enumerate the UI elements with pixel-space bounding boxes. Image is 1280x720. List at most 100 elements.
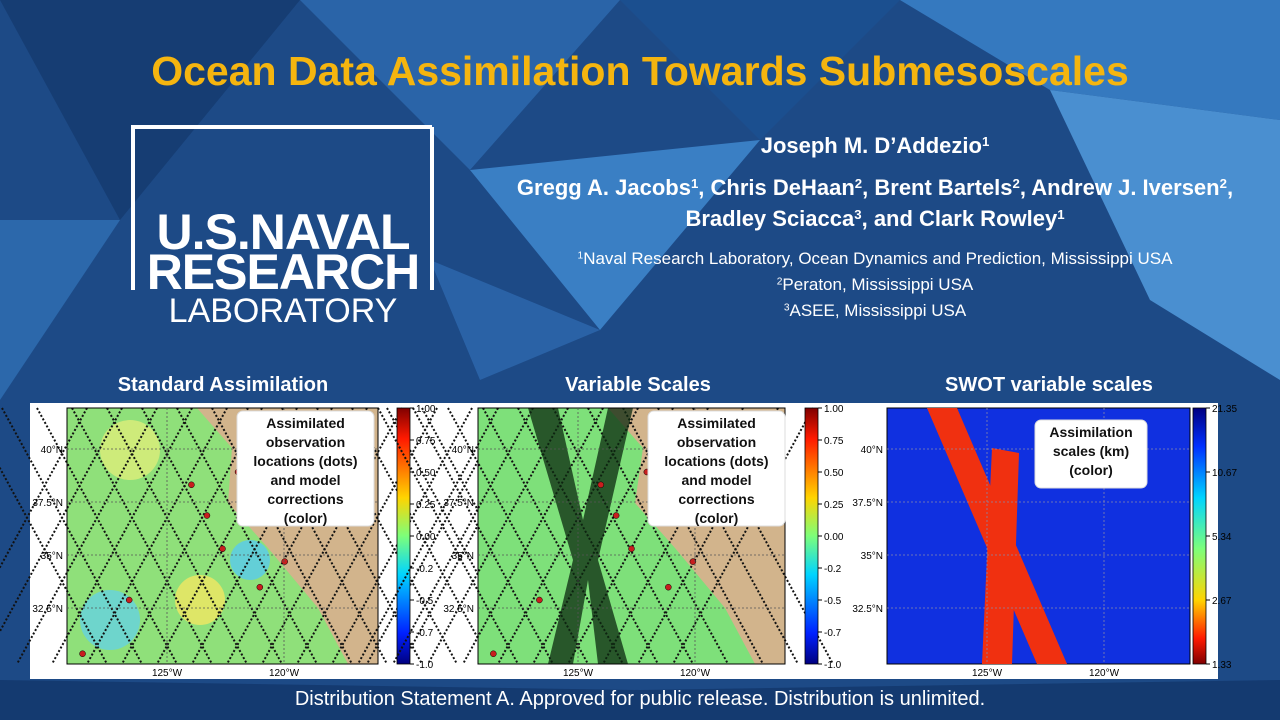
panel: SWOT variable scales 40°N 37.5°N 35°N 32.5°N… xyxy=(852,374,1237,679)
track xyxy=(51,407,193,665)
lon-label: 120°W xyxy=(269,668,300,679)
panel-title: Standard Assimilation xyxy=(118,374,328,396)
colorbar-label: 0.50 xyxy=(416,468,436,479)
map-shading xyxy=(175,575,225,625)
author-affil: 2 xyxy=(854,175,863,191)
track xyxy=(36,407,178,665)
lat-label: 35°N xyxy=(41,551,63,562)
colorbar-label: 0.00 xyxy=(416,532,436,543)
colorbar-label: 0.75 xyxy=(824,436,844,447)
annotation-box xyxy=(647,410,786,527)
obs-dot xyxy=(665,583,672,591)
track xyxy=(261,407,403,665)
track xyxy=(106,407,248,665)
author-affil: 1 xyxy=(690,175,699,191)
annotation-text: Assimilation xyxy=(1049,424,1132,440)
lon-label: 125°W xyxy=(972,668,1003,679)
panel-title: SWOT variable scales xyxy=(945,374,1153,396)
annotation-text: Assimilated xyxy=(266,415,345,431)
annotation-box xyxy=(1034,419,1148,489)
track xyxy=(622,407,764,665)
footer: Distribution Statement A. Approved for p… xyxy=(294,688,986,710)
author-affil: 3 xyxy=(854,206,862,222)
bg-shape xyxy=(900,0,1280,120)
lon-label: 125°W xyxy=(563,668,594,679)
track xyxy=(552,407,694,665)
colorbar-label: 2.67 xyxy=(1212,596,1232,607)
authors: Gregg A. Jacobs1, Chris DeHaan2, Brent B… xyxy=(505,172,1245,234)
track xyxy=(1,407,143,665)
colorbar-label: -0.5 xyxy=(416,596,434,607)
annotation-text: (color) xyxy=(284,510,328,526)
track xyxy=(0,407,88,570)
logo-text: RESEARCH xyxy=(146,244,421,300)
logo-text: LABORATORY xyxy=(168,292,398,330)
separator: , xyxy=(862,175,875,200)
track xyxy=(0,466,108,665)
track xyxy=(86,407,228,665)
annotation-text: locations (dots) xyxy=(664,453,768,469)
annotation-text: (color) xyxy=(1069,462,1113,478)
annotation-text: corrections xyxy=(678,491,754,507)
colorbar-label: 1.33 xyxy=(1212,660,1232,671)
colorbar-label: -1.0 xyxy=(416,660,434,671)
author-affil: 1 xyxy=(1057,206,1065,222)
track xyxy=(0,407,123,634)
panel: Variable Scales 40°N 37.5°N 35°N 32.5°N 125°W… xyxy=(357,374,844,679)
annotation-text: and model xyxy=(270,472,340,488)
panel-title: Variable Scales xyxy=(565,374,711,396)
annotation-text: observation xyxy=(266,434,345,450)
colorbar-label: 0.00 xyxy=(824,532,844,543)
annotation-text: (color) xyxy=(695,510,739,526)
colorbar-label: 0.50 xyxy=(824,468,844,479)
lat-label: 40°N xyxy=(41,445,63,456)
track xyxy=(377,407,519,665)
title: Ocean Data Assimilation Towards Submesos… xyxy=(151,48,1129,94)
separator: , xyxy=(861,206,874,231)
author-name: Andrew J. Iversen xyxy=(1031,175,1220,200)
track xyxy=(462,407,604,665)
obs-dot xyxy=(612,512,620,519)
colorbar-label: 10.67 xyxy=(1212,468,1237,479)
colorbar-label: 0.25 xyxy=(416,500,436,511)
dense-tracks xyxy=(528,408,633,664)
obs-dot xyxy=(597,481,605,489)
lat-label: 37.5°N xyxy=(32,498,63,509)
annotation-box xyxy=(236,410,375,527)
annotation-text: scales (km) xyxy=(1053,443,1129,459)
obs-dot xyxy=(219,545,226,553)
lon-label: 125°W xyxy=(152,668,183,679)
annotation-text: Assimilated xyxy=(677,415,756,431)
lat-label: 35°N xyxy=(861,551,883,562)
track xyxy=(296,407,438,665)
panel: Standard Assimilation 40°N 37.5°N 35°N 32.5°… xyxy=(0,374,563,679)
obs-dot xyxy=(125,596,133,604)
bg-shape xyxy=(1050,90,1280,380)
separator: , xyxy=(1019,175,1032,200)
colorbar xyxy=(1192,407,1207,665)
lat-label: 40°N xyxy=(452,445,474,456)
lat-label: 32.5°N xyxy=(852,604,883,615)
obs-dot xyxy=(536,596,543,604)
track xyxy=(392,407,534,665)
author-name: Brent Bartels xyxy=(874,175,1013,200)
colorbar-label: -0.5 xyxy=(824,596,842,607)
bg-shape xyxy=(470,140,760,330)
annotation-text: and model xyxy=(681,472,751,488)
logo-frame xyxy=(131,125,434,290)
map-frame xyxy=(477,407,786,665)
lat-label: 37.5°N xyxy=(852,498,883,509)
bg-shape xyxy=(300,0,620,170)
colorbar-label: -0.7 xyxy=(824,628,842,639)
affil-number: 3 xyxy=(783,302,790,314)
colorbar-label: 21.35 xyxy=(1212,404,1237,415)
annotation-text: corrections xyxy=(267,491,343,507)
annotation-text: observation xyxy=(677,434,756,450)
lat-label: 37.5°N xyxy=(443,498,474,509)
bg-shape xyxy=(620,0,900,140)
bg-shape xyxy=(430,260,600,380)
affiliation: 2Peraton, Mississippi USA xyxy=(500,272,1250,298)
colorbar-label: -0.2 xyxy=(824,564,842,575)
track xyxy=(141,407,283,665)
